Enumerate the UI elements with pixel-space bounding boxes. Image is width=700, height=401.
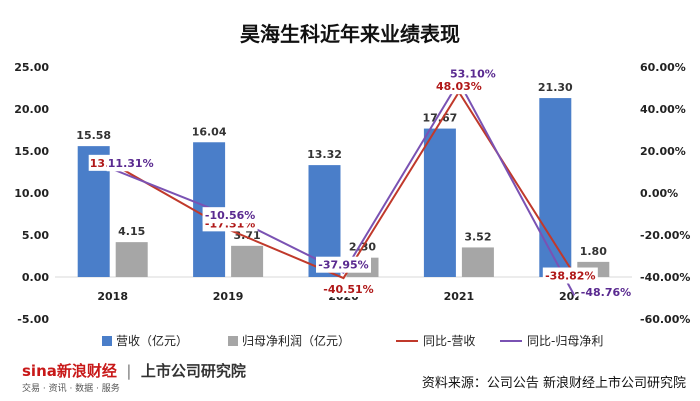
- revenue-bar-label: 17.67: [423, 112, 458, 125]
- profit-bar-label: 4.15: [118, 225, 145, 238]
- right-axis-tick-label: 40.00%: [640, 103, 686, 116]
- legend-swatch: [228, 336, 238, 346]
- legend-label: 归母净利润（亿元）: [242, 333, 350, 348]
- revenue-yoy-line: [112, 90, 576, 280]
- x-axis-category-label: 2018: [97, 290, 128, 303]
- sina-finance-logo: sina新浪财经 | 上市公司研究院 交易 · 资讯 · 数据 · 服务: [22, 360, 246, 394]
- left-axis-tick-label: 10.00: [14, 187, 49, 200]
- left-axis-tick-label: 20.00: [14, 103, 49, 116]
- revenue-yoy-label: -38.82%: [545, 270, 595, 283]
- revenue-yoy-label-bg: [434, 78, 483, 95]
- profit-bar: [231, 245, 264, 277]
- right-axis-tick-label: 0.00%: [640, 187, 678, 200]
- profit-yoy-label: -10.56%: [205, 209, 255, 222]
- revenue-bar: [423, 128, 456, 277]
- profit-yoy-label: 11.31%: [108, 157, 154, 170]
- left-axis-tick-label: -5.00: [17, 313, 49, 326]
- revenue-bar: [539, 98, 572, 277]
- profit-bar-label: 3.71: [234, 229, 261, 242]
- profit-bar: [115, 242, 148, 277]
- source-note: 资料来源：公司公告 新浪财经上市公司研究院: [421, 376, 686, 391]
- right-axis-tick-label: 20.00%: [640, 145, 686, 158]
- revenue-bar-label: 13.32: [307, 148, 342, 161]
- right-axis-tick-label: -60.00%: [640, 313, 690, 326]
- profit-yoy-label-bg: [202, 207, 258, 224]
- profit-yoy-label-bg: [106, 155, 155, 172]
- logo-divider: |: [126, 362, 132, 380]
- logo-tagline: 交易 · 资讯 · 数据 · 服务: [22, 384, 120, 394]
- x-axis-category-label: 2019: [213, 290, 244, 303]
- research-brand: 上市公司研究院: [140, 362, 246, 380]
- right-axis-tick-label: -40.00%: [640, 271, 690, 284]
- legend-label: 营收（亿元）: [116, 333, 188, 348]
- left-axis-tick-label: 15.00: [14, 145, 49, 158]
- profit-yoy-label-bg: [316, 256, 371, 273]
- revenue-yoy-label-bg: [542, 267, 598, 284]
- profit-yoy-label: -37.95%: [318, 259, 368, 272]
- legend-swatch: [102, 336, 112, 346]
- logo-text: sina新浪财经: [22, 362, 117, 380]
- legend-label: 同比-营收: [423, 334, 475, 348]
- profit-bar: [461, 247, 494, 277]
- revenue-bar-label: 21.30: [538, 81, 573, 94]
- legend-label: 同比-归母净利: [527, 334, 603, 348]
- profit-bar-label: 3.52: [464, 230, 491, 243]
- profit-yoy-label-bg: [578, 284, 634, 300]
- left-axis-tick-label: 5.00: [22, 229, 49, 242]
- left-axis-tick-label: 0.00: [22, 271, 49, 284]
- revenue-yoy-label: 48.03%: [436, 80, 482, 93]
- profit-bar-label: 1.80: [580, 245, 607, 258]
- revenue-yoy-label: -40.51%: [323, 283, 373, 296]
- revenue-bar-label: 16.04: [192, 125, 227, 138]
- x-axis-category-label: 2021: [444, 290, 475, 303]
- profit-yoy-label-bg: [448, 65, 497, 82]
- revenue-bar-label: 15.58: [76, 129, 111, 142]
- profit-yoy-label: 53.10%: [450, 67, 496, 80]
- left-axis-tick-label: 25.00: [14, 61, 49, 74]
- profit-yoy-label: -48.76%: [581, 286, 631, 299]
- revenue-yoy-label-bg: [321, 281, 376, 298]
- chart-title: 昊海生科近年来业绩表现: [240, 22, 460, 46]
- right-axis-tick-label: -20.00%: [640, 229, 690, 242]
- right-axis-tick-label: 60.00%: [640, 61, 686, 74]
